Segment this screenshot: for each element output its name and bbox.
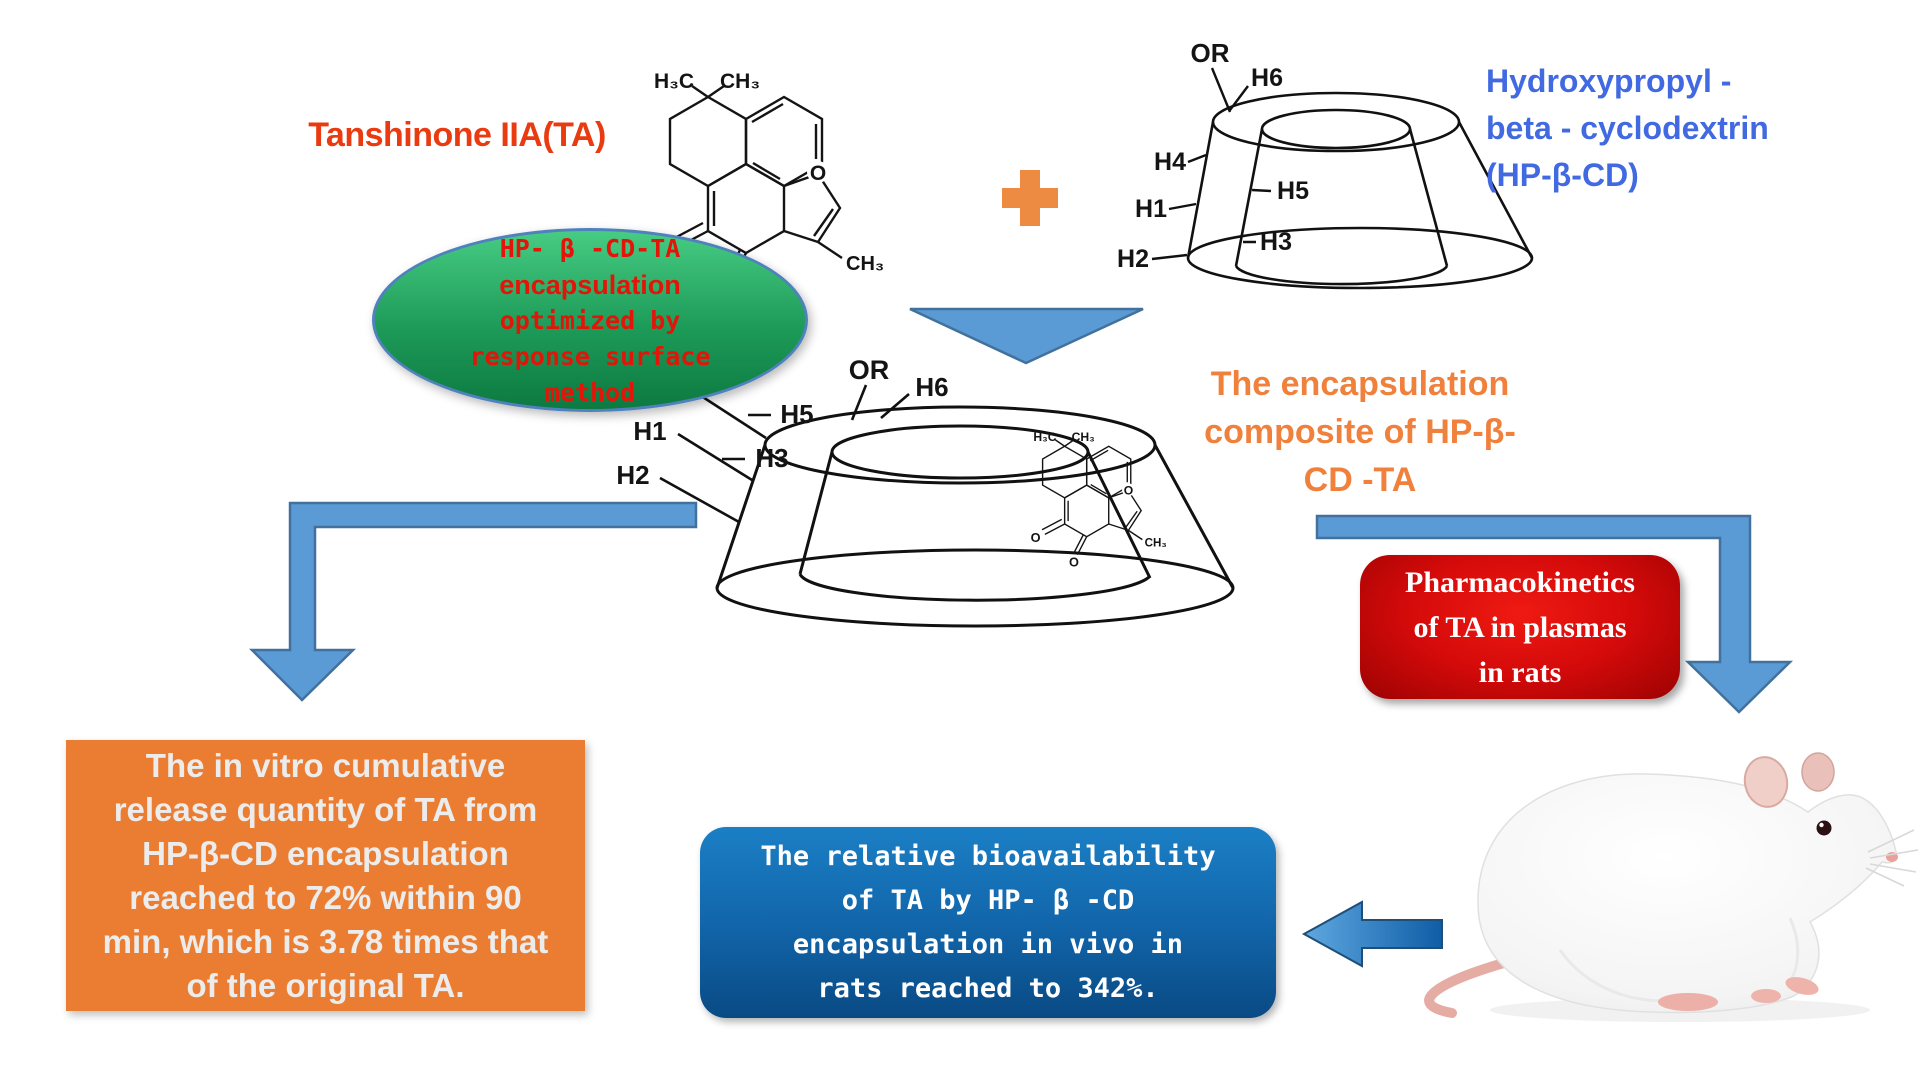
cd2-label-h3: H3 (755, 443, 788, 473)
composite-label-line2: composite of HP-β- (1204, 413, 1516, 451)
rat-whiskers (1865, 829, 1919, 887)
composite-label-line3: CD -TA (1303, 461, 1417, 499)
rat-eye (1816, 820, 1832, 836)
pharmacokinetics-box: Pharmacokinetics of TA in plasmas in rat… (1360, 555, 1680, 699)
heading-hpbcd-line1: Hydroxypropyl - (1486, 63, 1732, 99)
label-o-furan: O (810, 162, 826, 185)
cyclodextrin-cone-hpbcd: OR H6 H4 H1 H2 H5 H3 (1117, 38, 1534, 290)
label-h3c: H₃C (654, 70, 694, 93)
pharmacokinetics-line3: in rats (1478, 655, 1562, 689)
composite-label-line1: The encapsulation (1210, 365, 1510, 403)
green-ellipse-line2: encapsulation (499, 270, 681, 300)
plus-icon (1002, 170, 1058, 226)
cd2-label-h6: H6 (915, 372, 948, 402)
cd2-label-or: OR (849, 355, 890, 385)
invitro-line2: release quantity of TA from (113, 790, 538, 828)
cd2-label-h5: H5 (780, 399, 813, 429)
green-ellipse-line4: response surface (469, 342, 711, 371)
cd1-label-h5: H5 (1277, 177, 1309, 205)
heading-hpbcd-line2: beta - cyclodextrin (1486, 110, 1769, 146)
cd1-label-h6: H6 (1251, 64, 1283, 92)
pharmacokinetics-line1: Pharmacokinetics (1405, 565, 1635, 599)
invitro-release-box: The in vitro cumulative release quantity… (66, 740, 585, 1011)
rat-body (1477, 773, 1897, 1014)
bioavailability-line4: rats reached to 342%. (817, 972, 1159, 1004)
cd2-label-h1: H1 (633, 416, 666, 446)
pharmacokinetics-line2: of TA in plasmas (1413, 610, 1627, 644)
invitro-line1: The in vitro cumulative (145, 746, 506, 784)
cd1-label-h4: H4 (1154, 148, 1186, 176)
down-triangle-arrow (909, 307, 1144, 365)
green-ellipse-line5: method (544, 378, 636, 407)
left-arrow (1301, 900, 1443, 968)
heading-hpbcd-line3: (HP-β-CD) (1486, 157, 1639, 193)
rat-hind-foot (1658, 993, 1718, 1011)
green-ellipse-callout: HP- β -CD-TA encapsulation optimized by … (372, 228, 808, 412)
composite-label: The encapsulation composite of HP-β- CD … (1158, 360, 1562, 504)
invitro-line4: reached to 72% within 90 (129, 878, 522, 916)
rat-ear (1743, 756, 1789, 808)
invitro-line5: min, which is 3.78 times that (102, 922, 549, 960)
cd1-label-h2: H2 (1117, 245, 1149, 273)
bioavailability-line3: encapsulation in vivo in (792, 928, 1184, 960)
cd1-label-h3: H3 (1260, 228, 1292, 256)
green-ellipse-line1: HP- β -CD-TA (499, 234, 681, 263)
cd2-label-h2: H2 (616, 460, 649, 490)
cd1-label-h1: H1 (1135, 195, 1167, 223)
bioavailability-line2: of TA by HP- β -CD (841, 884, 1135, 916)
right-elbow-arrow (1315, 514, 1794, 714)
invitro-line3: HP-β-CD encapsulation (142, 834, 509, 872)
bioavailability-box: The relative bioavailability of TA by HP… (700, 827, 1276, 1018)
label-ch3-furan: CH₃ (846, 253, 884, 275)
rat-tail (1424, 953, 1527, 1018)
rat-photo (1424, 752, 1919, 1022)
green-ellipse-line3: optimized by (499, 306, 681, 335)
left-elbow-arrow (248, 501, 698, 702)
title-tanshinone: Tanshinone IIA(TA) (308, 116, 606, 154)
invitro-line6: of the original TA. (186, 966, 465, 1004)
rat-front-paw (1785, 977, 1819, 995)
ta-molecule-mini (1029, 429, 1168, 571)
bioavailability-line1: The relative bioavailability (760, 840, 1216, 872)
label-ch3-gem: CH₃ (720, 70, 760, 93)
heading-hpbcd: Hydroxypropyl - beta - cyclodextrin (HP-… (1486, 58, 1846, 199)
cyclodextrin-cone-composite: OR H6 H4 H1 H2 H5 H3 (616, 355, 1235, 628)
cd1-label-or: OR (1191, 38, 1230, 68)
rat-ear-far (1801, 752, 1835, 792)
